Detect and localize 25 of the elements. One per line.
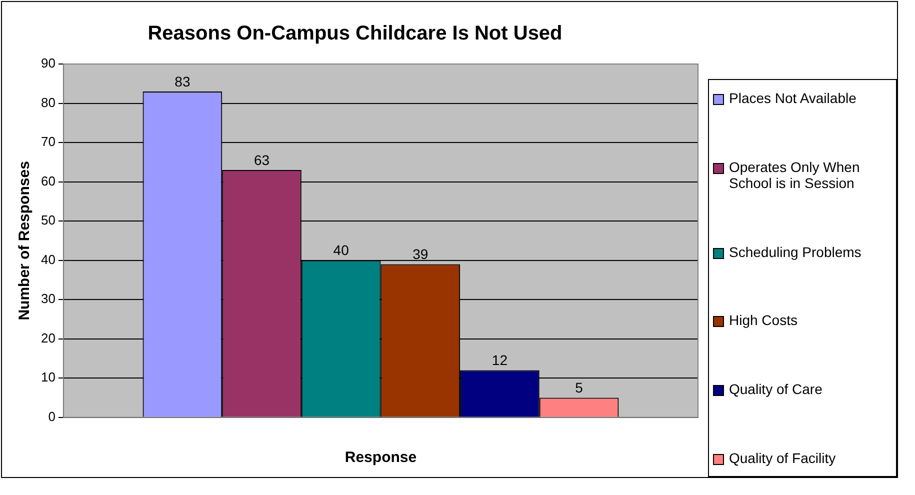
- y-tick-label: 40: [40, 252, 56, 267]
- legend-label: High Costs: [729, 312, 798, 328]
- legend-label: Quality of Care: [729, 381, 822, 398]
- y-tick-label: 70: [40, 134, 56, 150]
- data-label: 5: [575, 380, 584, 396]
- legend-label: Quality of Facility: [729, 450, 836, 466]
- data-label: 39: [412, 246, 428, 262]
- y-tick-label: 60: [40, 173, 56, 188]
- y-tick-label: 50: [40, 212, 56, 228]
- y-tick-label: 20: [40, 330, 56, 346]
- data-label: 12: [492, 352, 508, 368]
- chart-title: Reasons On-Campus Childcare Is Not Used: [148, 22, 562, 45]
- y-tick-label: 90: [40, 56, 56, 71]
- data-label: 40: [333, 242, 350, 258]
- y-tick-label: 10: [40, 370, 56, 385]
- data-label: 83: [174, 73, 190, 90]
- data-label: 63: [254, 152, 270, 168]
- legend-label: Scheduling Problems: [729, 244, 862, 260]
- y-tick-label: 0: [48, 408, 56, 424]
- y-tick-label: 80: [40, 94, 56, 110]
- legend-label: Places Not Available: [729, 90, 856, 106]
- y-axis-title: Number of Responses: [16, 161, 34, 320]
- x-axis-title: Response: [344, 449, 417, 466]
- legend-label: Operates Only When School is in Session: [729, 158, 861, 191]
- y-tick-label: 30: [40, 291, 56, 306]
